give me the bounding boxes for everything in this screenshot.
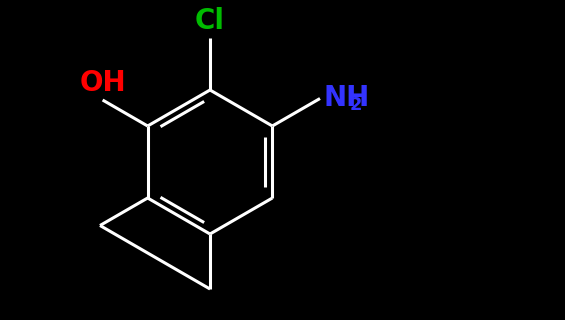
Text: OH: OH [79, 69, 126, 97]
Text: NH: NH [324, 84, 370, 113]
Text: Cl: Cl [195, 7, 225, 35]
Text: 2: 2 [350, 97, 363, 115]
